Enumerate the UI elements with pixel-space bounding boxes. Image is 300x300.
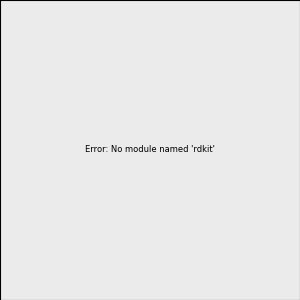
- Text: Error: No module named 'rdkit': Error: No module named 'rdkit': [85, 146, 215, 154]
